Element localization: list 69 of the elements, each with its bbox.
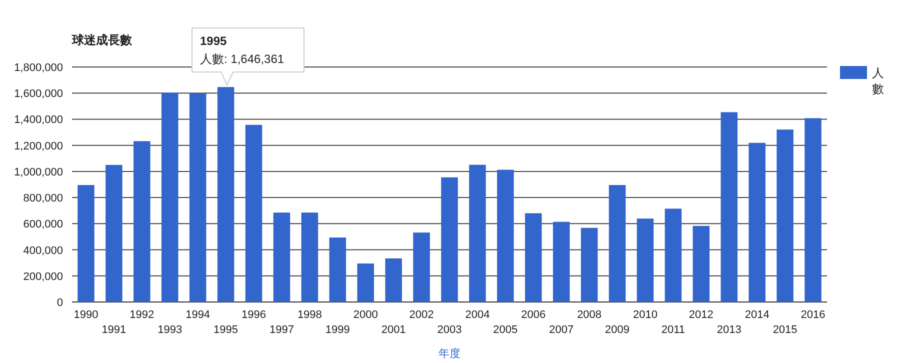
x-tick-label: 2004 [465, 309, 490, 321]
bar [441, 177, 458, 302]
y-tick-label: 1,200,000 [14, 140, 63, 152]
y-tick-label: 400,000 [23, 244, 63, 257]
y-tick-label: 600,000 [23, 218, 63, 231]
bar [608, 185, 626, 302]
bar [273, 212, 290, 302]
x-tick-label: 2013 [716, 324, 742, 336]
bar [692, 226, 710, 302]
text: 1995 [200, 34, 228, 48]
x-tick-label: 2006 [521, 309, 546, 321]
y-tick-label: 0 [56, 297, 63, 309]
y-tick-label: 1,600,000 [14, 88, 63, 100]
bar [552, 222, 570, 302]
bar [245, 124, 262, 302]
y-tick-label: 1,400,000 [14, 114, 63, 126]
x-tick-label: 2000 [353, 309, 378, 321]
x-tick-label: 2005 [493, 324, 518, 336]
y-tick-label: 1,800,000 [14, 62, 63, 74]
bar [385, 258, 402, 302]
x-tick-label: 1994 [186, 309, 210, 321]
x-tick-label: 2015 [772, 324, 798, 336]
bar [804, 118, 822, 302]
bar [748, 142, 766, 302]
x-tick-label: 2014 [744, 309, 770, 321]
legend-label: 人數 [872, 66, 884, 96]
bar [776, 130, 794, 302]
y-tick-label: 200,000 [23, 270, 63, 283]
bar [301, 212, 318, 302]
bar [720, 112, 738, 302]
bar [134, 141, 150, 302]
bar [106, 164, 122, 302]
x-tick-label: 2008 [577, 309, 602, 321]
bar [525, 213, 542, 302]
x-tick-label: 2010 [633, 309, 658, 321]
x-tick-label: 1990 [74, 309, 98, 321]
text: 人數: 1,646,361 [200, 52, 284, 66]
chart-title: 球迷成長數 [71, 33, 133, 47]
x-tick-label: 1993 [158, 324, 182, 336]
bar [189, 93, 206, 302]
x-tick-label: 1997 [269, 324, 294, 336]
bar [664, 208, 682, 302]
x-tick-label: 1991 [102, 324, 126, 336]
bar [413, 232, 430, 302]
bar [78, 185, 94, 302]
x-tick-label: 1992 [130, 309, 154, 321]
x-tick-label: 2002 [409, 309, 434, 321]
x-tick-label: 1999 [325, 324, 350, 336]
x-tick-label: 1998 [297, 309, 322, 321]
x-tick-label: 2003 [437, 324, 462, 336]
y-tick-label: 800,000 [23, 192, 63, 205]
x-tick-label: 2012 [688, 309, 714, 321]
x-axis-title: 年度 [438, 347, 460, 360]
x-tick-label: 2016 [800, 309, 826, 321]
x-tick-label: 2009 [605, 324, 630, 336]
y-tick-label: 1,000,000 [14, 166, 63, 178]
x-tick-label: 2011 [661, 324, 686, 336]
bar [580, 228, 598, 302]
bar [329, 238, 346, 302]
bar [161, 92, 178, 302]
x-tick-label: 2007 [549, 324, 574, 336]
bar [217, 87, 234, 302]
bar [357, 263, 374, 302]
x-tick-label: 1996 [242, 309, 266, 321]
bar [636, 218, 654, 302]
x-tick-label: 2001 [381, 324, 406, 336]
x-tick-label: 1995 [214, 324, 238, 336]
bar [497, 170, 514, 302]
bar [469, 164, 486, 302]
